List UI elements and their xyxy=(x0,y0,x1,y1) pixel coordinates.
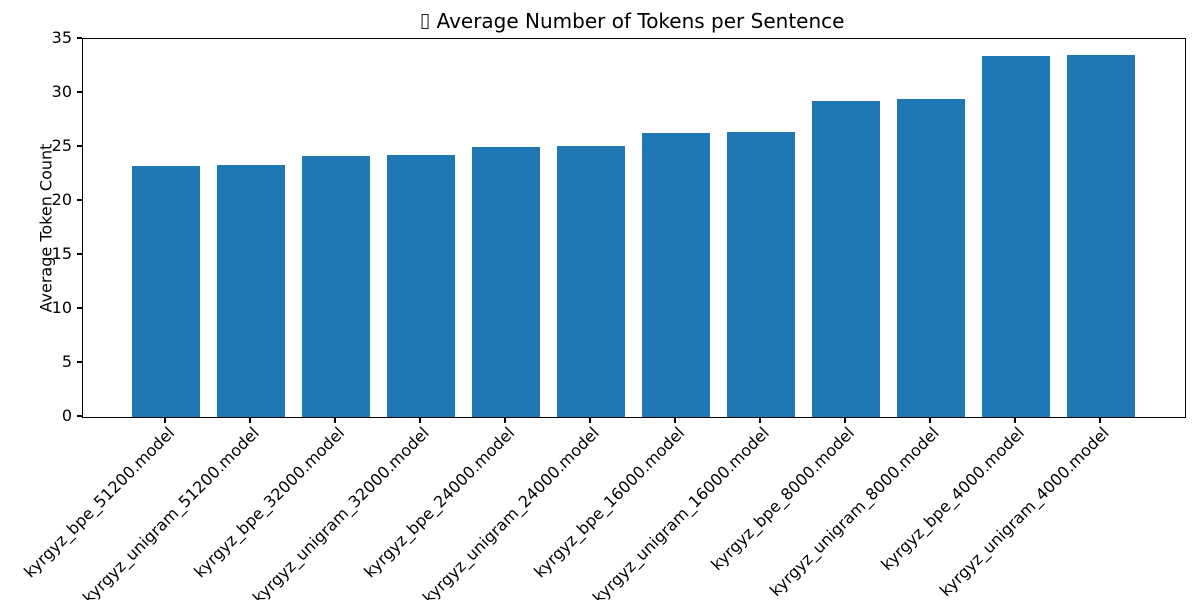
y-tick-label: 15 xyxy=(51,244,72,263)
bar xyxy=(302,155,370,417)
bar xyxy=(812,100,880,417)
bar xyxy=(982,56,1050,417)
x-tick-label: kyrgyz_bpe_8000.model xyxy=(706,423,858,575)
x-tick-mark xyxy=(334,417,336,423)
y-tick-mark xyxy=(77,145,82,147)
bar xyxy=(132,166,200,417)
x-tick-label: kyrgyz_bpe_16000.model xyxy=(529,423,688,582)
plot-area xyxy=(82,38,1186,418)
x-tick-label: kyrgyz_unigram_4000.model xyxy=(935,423,1113,600)
x-tick-label: kyrgyz_unigram_8000.model xyxy=(765,423,943,600)
x-tick-label: kyrgyz_bpe_51200.model xyxy=(19,423,178,582)
y-tick-label: 10 xyxy=(51,298,72,317)
missing-glyph-icon xyxy=(421,13,429,29)
y-tick-mark xyxy=(77,415,82,417)
x-tick-mark xyxy=(504,417,506,423)
y-tick-mark xyxy=(77,361,82,363)
bar xyxy=(727,131,795,417)
x-tick-mark xyxy=(759,417,761,423)
bar xyxy=(387,154,455,417)
y-tick-mark xyxy=(77,307,82,309)
bar xyxy=(557,145,625,417)
x-tick-mark xyxy=(419,417,421,423)
x-tick-label: kyrgyz_unigram_24000.model xyxy=(418,423,603,600)
bar xyxy=(642,132,710,417)
y-tick-label: 35 xyxy=(51,28,72,47)
bar xyxy=(897,99,965,417)
bar xyxy=(217,165,285,417)
x-tick-label: kyrgyz_unigram_16000.model xyxy=(588,423,773,600)
y-tick-label: 0 xyxy=(61,406,72,425)
x-tick-mark xyxy=(589,417,591,423)
y-tick-mark xyxy=(77,253,82,255)
x-tick-label: kyrgyz_bpe_32000.model xyxy=(189,423,348,582)
x-tick-mark xyxy=(1099,417,1101,423)
y-axis-label: Average Token Count xyxy=(36,143,56,313)
x-tick-mark xyxy=(164,417,166,423)
y-tick-mark xyxy=(77,91,82,93)
bar xyxy=(1067,55,1135,417)
chart-title-text: Average Number of Tokens per Sentence xyxy=(436,9,845,33)
y-tick-label: 25 xyxy=(51,136,72,155)
y-tick-label: 30 xyxy=(51,82,72,101)
y-tick-mark xyxy=(77,199,82,201)
x-tick-label: kyrgyz_bpe_4000.model xyxy=(876,423,1028,575)
x-tick-mark xyxy=(929,417,931,423)
x-tick-label: kyrgyz_unigram_32000.model xyxy=(248,423,433,600)
y-tick-label: 5 xyxy=(61,352,72,371)
x-tick-mark xyxy=(1014,417,1016,423)
x-tick-label: kyrgyz_bpe_24000.model xyxy=(359,423,518,582)
x-tick-mark xyxy=(249,417,251,423)
x-tick-label: kyrgyz_unigram_51200.model xyxy=(78,423,263,600)
y-tick-label: 20 xyxy=(51,190,72,209)
y-tick-mark xyxy=(77,37,82,39)
x-tick-mark xyxy=(844,417,846,423)
bar xyxy=(472,147,540,417)
x-tick-mark xyxy=(674,417,676,423)
chart-title: Average Number of Tokens per Sentence xyxy=(421,9,845,33)
